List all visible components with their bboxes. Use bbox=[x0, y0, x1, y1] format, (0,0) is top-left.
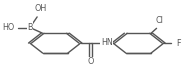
Text: B: B bbox=[27, 23, 33, 32]
Text: Cl: Cl bbox=[156, 16, 164, 25]
Text: HN: HN bbox=[101, 38, 113, 47]
Text: F: F bbox=[177, 39, 181, 48]
Text: O: O bbox=[87, 57, 94, 66]
Text: OH: OH bbox=[35, 4, 47, 13]
Text: HO: HO bbox=[2, 23, 14, 32]
